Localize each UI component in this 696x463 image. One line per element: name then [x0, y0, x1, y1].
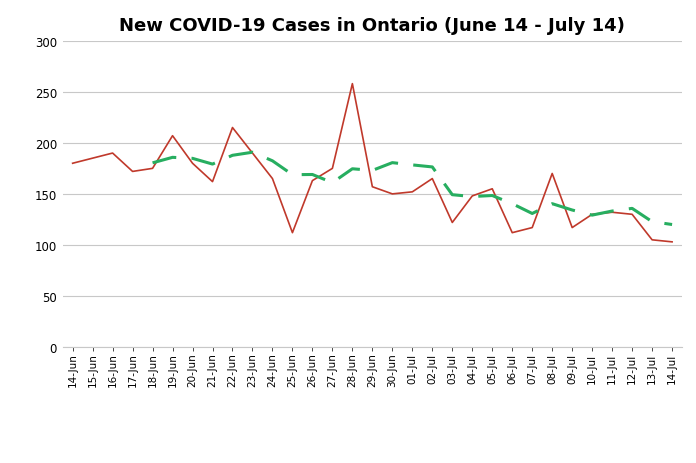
Title: New COVID-19 Cases in Ontario (June 14 - July 14): New COVID-19 Cases in Ontario (June 14 -…: [120, 17, 625, 35]
